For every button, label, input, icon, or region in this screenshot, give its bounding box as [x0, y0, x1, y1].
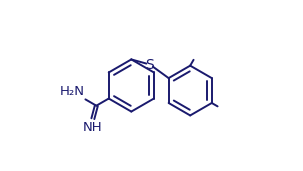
Text: NH: NH — [83, 121, 103, 134]
Text: H₂N: H₂N — [60, 85, 85, 98]
Text: S: S — [146, 58, 154, 71]
